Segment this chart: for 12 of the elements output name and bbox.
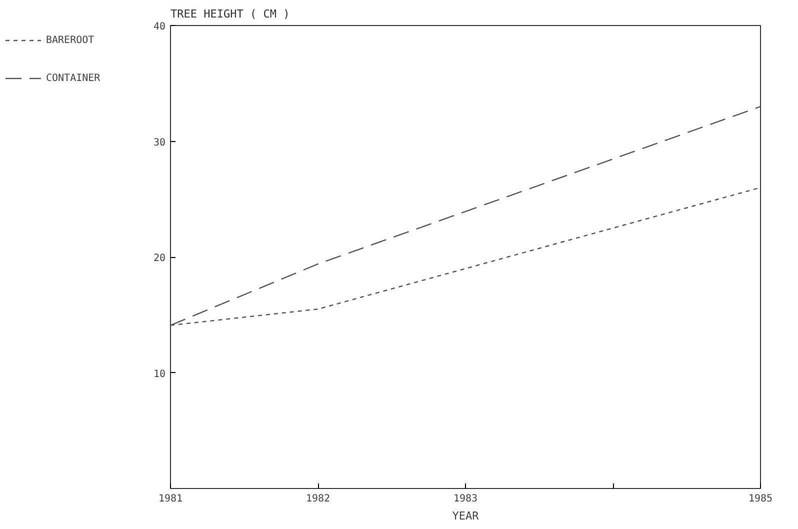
x-axis-title: YEAR [452, 510, 480, 522]
y-tick-label: 40 [153, 22, 166, 32]
x-tick-label: 1981 [158, 494, 183, 504]
chart-title: TREE HEIGHT ( CM ) [170, 8, 290, 20]
x-tick-label: 1982 [306, 494, 330, 504]
x-tick-label: 1985 [748, 494, 773, 504]
y-tick-label: 10 [153, 368, 166, 380]
legend-label: CONTAINER [46, 72, 100, 84]
y-tick-label: 30 [153, 137, 166, 148]
y-tick-label: 20 [153, 253, 166, 264]
legend-label: BAREROOT [46, 34, 94, 46]
x-tick-label: 1983 [453, 494, 478, 504]
